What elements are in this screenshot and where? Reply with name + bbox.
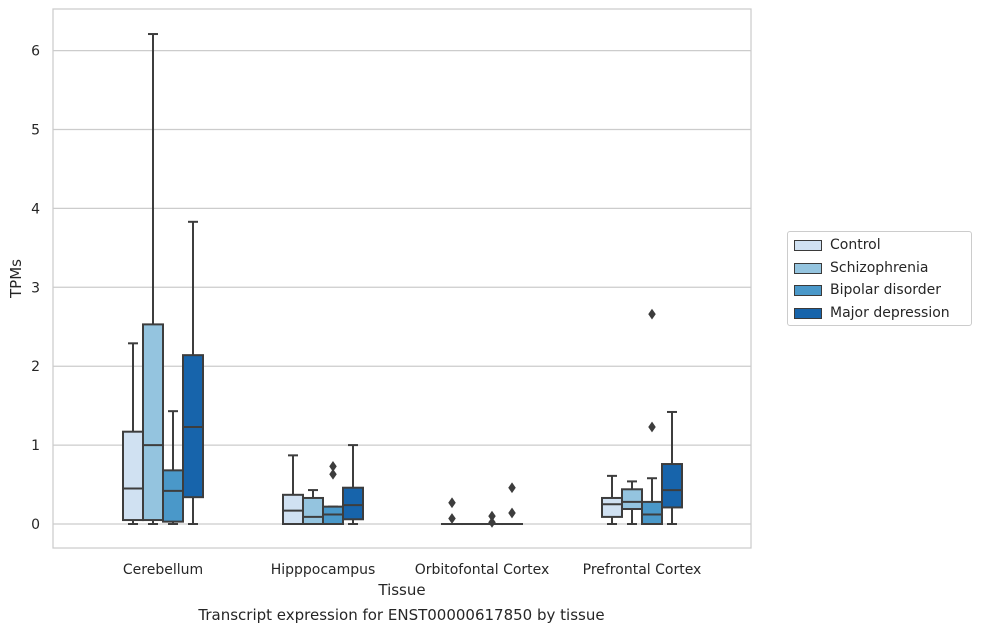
- box-major-depression-2: [501, 482, 523, 526]
- legend: Control Schizophrenia Bipolar disorder M…: [787, 231, 972, 326]
- outlier-point-0: [508, 482, 516, 494]
- boxes: [122, 33, 683, 528]
- box-iqr: [661, 463, 683, 509]
- outlier-point-1: [508, 507, 516, 519]
- legend-item-control: Control: [794, 235, 881, 255]
- box-bipolar-disorder-1: [322, 461, 344, 525]
- box-iqr: [162, 469, 184, 523]
- outlier-point-1: [329, 468, 337, 480]
- legend-item-major-depression: Major depression: [794, 303, 950, 323]
- box-iqr: [621, 488, 643, 511]
- y-tick-label-5: 5: [31, 123, 40, 139]
- y-tick-labels: 0 1 2 3 4 5 6: [31, 44, 40, 533]
- box-bipolar-disorder-3: [641, 308, 663, 525]
- x-tick-label-orbitofontal-cortex: Orbitofontal Cortex: [415, 562, 550, 578]
- box-control-0: [122, 342, 144, 525]
- outlier-point-1: [488, 517, 496, 528]
- plot-frame: [52, 8, 752, 549]
- x-tick-label-prefrontal-cortex: Prefrontal Cortex: [583, 562, 702, 578]
- gridlines: [53, 49, 751, 525]
- box-major-depression-1: [342, 444, 364, 525]
- legend-label-bipolar-disorder: Bipolar disorder: [830, 282, 942, 298]
- box-schizophrenia-3: [621, 480, 643, 525]
- x-axis-label: Tissue: [377, 581, 425, 599]
- box-iqr: [122, 430, 144, 522]
- box-iqr: [282, 493, 304, 526]
- legend-label-control: Control: [830, 237, 881, 253]
- box-bipolar-disorder-0: [162, 410, 184, 525]
- outlier-point-1: [648, 421, 656, 433]
- y-tick-label-2: 2: [31, 359, 40, 375]
- y-tick-label-4: 4: [31, 201, 40, 217]
- outlier-point-1: [448, 513, 456, 524]
- legend-swatch-schizophrenia: [794, 262, 822, 274]
- box-iqr: [641, 500, 663, 525]
- y-tick-label-3: 3: [31, 280, 40, 296]
- box-iqr: [142, 323, 164, 522]
- box-control-3: [601, 474, 623, 525]
- box-schizophrenia-1: [302, 489, 324, 526]
- figure-caption: Transcript expression for ENST0000061785…: [198, 606, 605, 624]
- y-axis-label: TPMs: [7, 259, 25, 299]
- legend-swatch-bipolar-disorder: [794, 284, 822, 296]
- box-schizophrenia-0: [142, 33, 164, 525]
- box-control-1: [282, 454, 304, 526]
- legend-item-bipolar-disorder: Bipolar disorder: [794, 280, 941, 300]
- box-iqr: [302, 496, 324, 526]
- x-tick-labels: Cerebellum Hipppocampus Orbitofontal Corte…: [123, 562, 701, 578]
- outlier-point-0: [448, 497, 456, 509]
- outlier-point-0: [648, 308, 656, 320]
- legend-label-major-depression: Major depression: [830, 305, 950, 321]
- x-tick-label-cerebellum: Cerebellum: [123, 562, 203, 578]
- legend-swatch-major-depression: [794, 307, 822, 319]
- box-iqr: [342, 486, 364, 521]
- box-major-depression-0: [182, 220, 204, 525]
- x-tick-label-hipppocampus: Hipppocampus: [271, 562, 376, 578]
- y-tick-label-1: 1: [31, 438, 40, 454]
- legend-swatch-control: [794, 239, 822, 251]
- box-iqr: [601, 496, 623, 518]
- legend-item-schizophrenia: Schizophrenia: [794, 258, 928, 278]
- y-tick-label-0: 0: [31, 517, 40, 533]
- y-tick-label-6: 6: [31, 44, 40, 60]
- legend-label-schizophrenia: Schizophrenia: [830, 260, 929, 276]
- box-major-depression-3: [661, 410, 683, 525]
- box-control-2: [441, 497, 463, 526]
- box-bipolar-disorder-2: [481, 510, 503, 528]
